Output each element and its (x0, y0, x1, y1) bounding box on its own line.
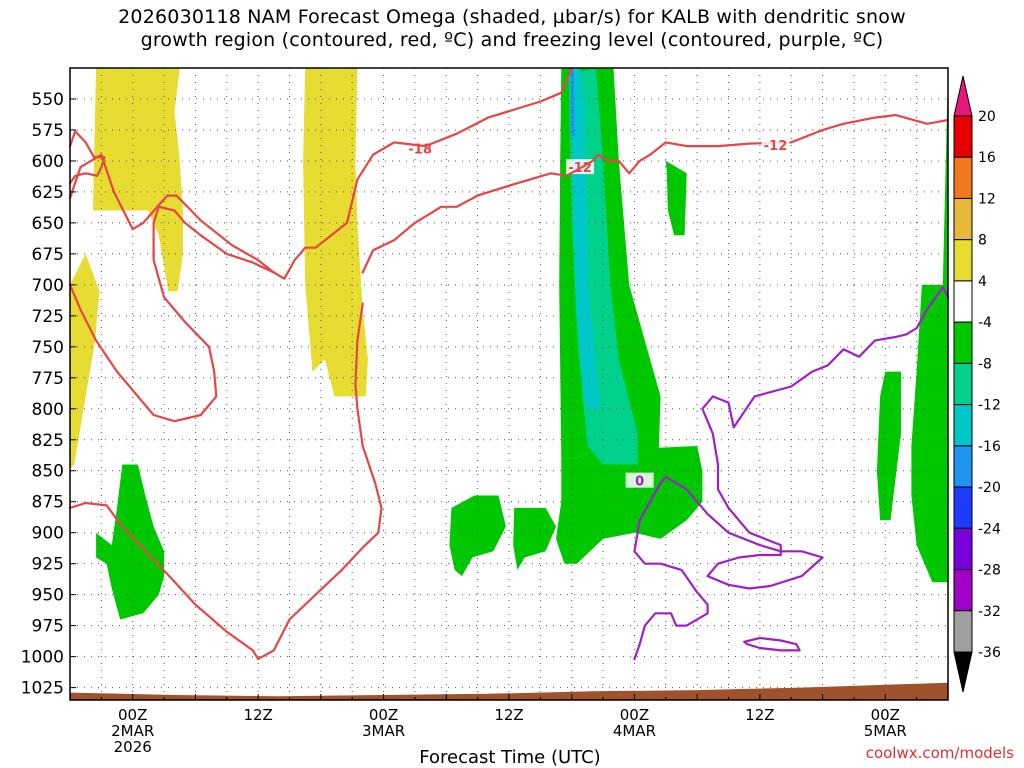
y-tick-label-550: 550 (32, 90, 64, 110)
y-tick-label-975: 975 (32, 617, 64, 637)
surface-layer (70, 682, 948, 700)
x-tick-label-0-2: 2MAR (111, 722, 154, 740)
y-tick-label-625: 625 (32, 183, 64, 203)
omega-region-10 (96, 464, 165, 620)
y-tick-label-875: 875 (32, 493, 64, 513)
colorbar-label-1: 16 (978, 150, 996, 166)
y-tick-label-725: 725 (32, 307, 64, 327)
x-tick-label-2-1: 00Z (369, 706, 398, 724)
omega-region-0 (93, 68, 183, 292)
colorbar-bin-1 (953, 156, 973, 199)
omega-region-7 (570, 68, 575, 137)
y-tick-label-825: 825 (32, 431, 64, 451)
x-tick-label-5-1: 12Z (745, 706, 774, 724)
x-tick-label-2-2: 3MAR (362, 722, 405, 740)
x-axis-label: Forecast Time (UTC) (419, 747, 601, 768)
colorbar-label-4: 4 (978, 274, 987, 290)
colorbar-bottom-arrow (953, 651, 973, 693)
colorbar-top-arrow (953, 75, 973, 117)
colorbar-label-6: -8 (978, 356, 992, 372)
colorbar-label-7: -12 (978, 398, 1001, 414)
colorbar-bin-4 (953, 280, 973, 323)
colorbar-bin-0 (953, 115, 973, 158)
contour-freezing_level (633, 286, 950, 661)
colorbar-bin-2 (953, 197, 973, 241)
contour-label-bg-freezing_level (625, 472, 654, 488)
x-tick-label-4-1: 00Z (620, 706, 649, 724)
chart-title-line2: growth region (contoured, red, ºC) and f… (140, 29, 884, 51)
colorbar-bin-9 (953, 486, 973, 529)
colorbar-label-3: 8 (978, 233, 987, 249)
y-tick-label-700: 700 (32, 276, 64, 296)
y-tick-label-950: 950 (32, 586, 64, 606)
y-tick-label-775: 775 (32, 369, 64, 389)
chart-title: 2026030118 NAM Forecast Omega (shaded, µ… (0, 6, 1024, 52)
x-tick-label-0-3: 2026 (114, 738, 152, 756)
colorbar-bin-3 (953, 239, 973, 282)
colorbar-bin-12 (953, 610, 973, 653)
x-tick-label-0-1: 00Z (118, 706, 147, 724)
y-tick-label-925: 925 (32, 555, 64, 575)
x-tick-label-3-1: 12Z (494, 706, 523, 724)
contour-label-bg-dgz_bottom_right (761, 136, 790, 152)
contour-label-freezing_level: 0 (635, 475, 644, 490)
omega-region-6 (571, 68, 601, 409)
x-tick-label-6-2: 5MAR (864, 722, 907, 740)
contour-label-dgz_bottom_right: -12 (764, 139, 788, 154)
colorbar-label-11: -28 (978, 563, 1001, 579)
x-tick-label-4-2: 4MAR (613, 722, 656, 740)
colorbar-bin-5 (953, 321, 973, 364)
contour-layer: -18-12-120 (68, 66, 950, 661)
chart-title-line1: 2026030118 NAM Forecast Omega (shaded, µ… (118, 6, 906, 28)
colorbar-label-5: -4 (978, 315, 992, 331)
omega-region-3 (556, 446, 703, 564)
y-tick-label-1025: 1025 (21, 679, 64, 699)
contour-label-bg-dgz_bottom (566, 159, 595, 175)
surface-terrain (70, 682, 948, 700)
y-tick-label-850: 850 (32, 462, 64, 482)
contour-dgz_bottom_left (68, 302, 383, 661)
omega-region-11 (665, 160, 687, 236)
colorbar-label-8: -16 (978, 439, 1001, 455)
contour-dgz_bottom_right (361, 113, 950, 274)
contour-freezing_level_small (743, 636, 801, 652)
omega-region-13 (911, 68, 948, 583)
colorbar-bin-10 (953, 527, 973, 571)
y-tick-label-800: 800 (32, 400, 64, 420)
x-tick-label-1-1: 12Z (243, 706, 272, 724)
y-tick-label-900: 900 (32, 524, 64, 544)
y-tick-label-650: 650 (32, 214, 64, 234)
colorbar-bin-7 (953, 404, 973, 447)
colorbar-label-2: 12 (978, 191, 996, 207)
colorbar-label-13: -36 (978, 645, 1001, 661)
y-axis: 550 575 600 625 650 675 700 725 750 775 800 825 850 8… (21, 90, 76, 699)
colorbar-label-10: -24 (978, 521, 1001, 537)
credit-text: coolwx.com/models (865, 744, 1014, 762)
colorbar-bin-6 (953, 362, 973, 406)
colorbar-label-9: -20 (978, 480, 1001, 496)
omega-region-9 (513, 507, 556, 570)
contour-dgz_bottom (68, 205, 275, 423)
y-tick-label-600: 600 (32, 152, 64, 172)
y-tick-label-575: 575 (32, 121, 64, 141)
colorbar-label-0: 20 (978, 109, 996, 125)
x-tick-label-6-1: 00Z (871, 706, 900, 724)
colorbar: 20 16 12 8 4 -4 -8 -12 -16 -20 -24 -28 -32 -36 (953, 75, 1001, 693)
contour-dgz_top_main (68, 66, 573, 280)
colorbar-label-12: -32 (978, 604, 1001, 620)
y-tick-label-1000: 1000 (21, 648, 64, 668)
omega-region-1 (70, 253, 100, 469)
y-tick-label-675: 675 (32, 245, 64, 265)
y-tick-label-750: 750 (32, 338, 64, 358)
omega-region-8 (449, 495, 506, 577)
colorbar-bin-8 (953, 445, 973, 488)
colorbar-bin-11 (953, 569, 973, 612)
